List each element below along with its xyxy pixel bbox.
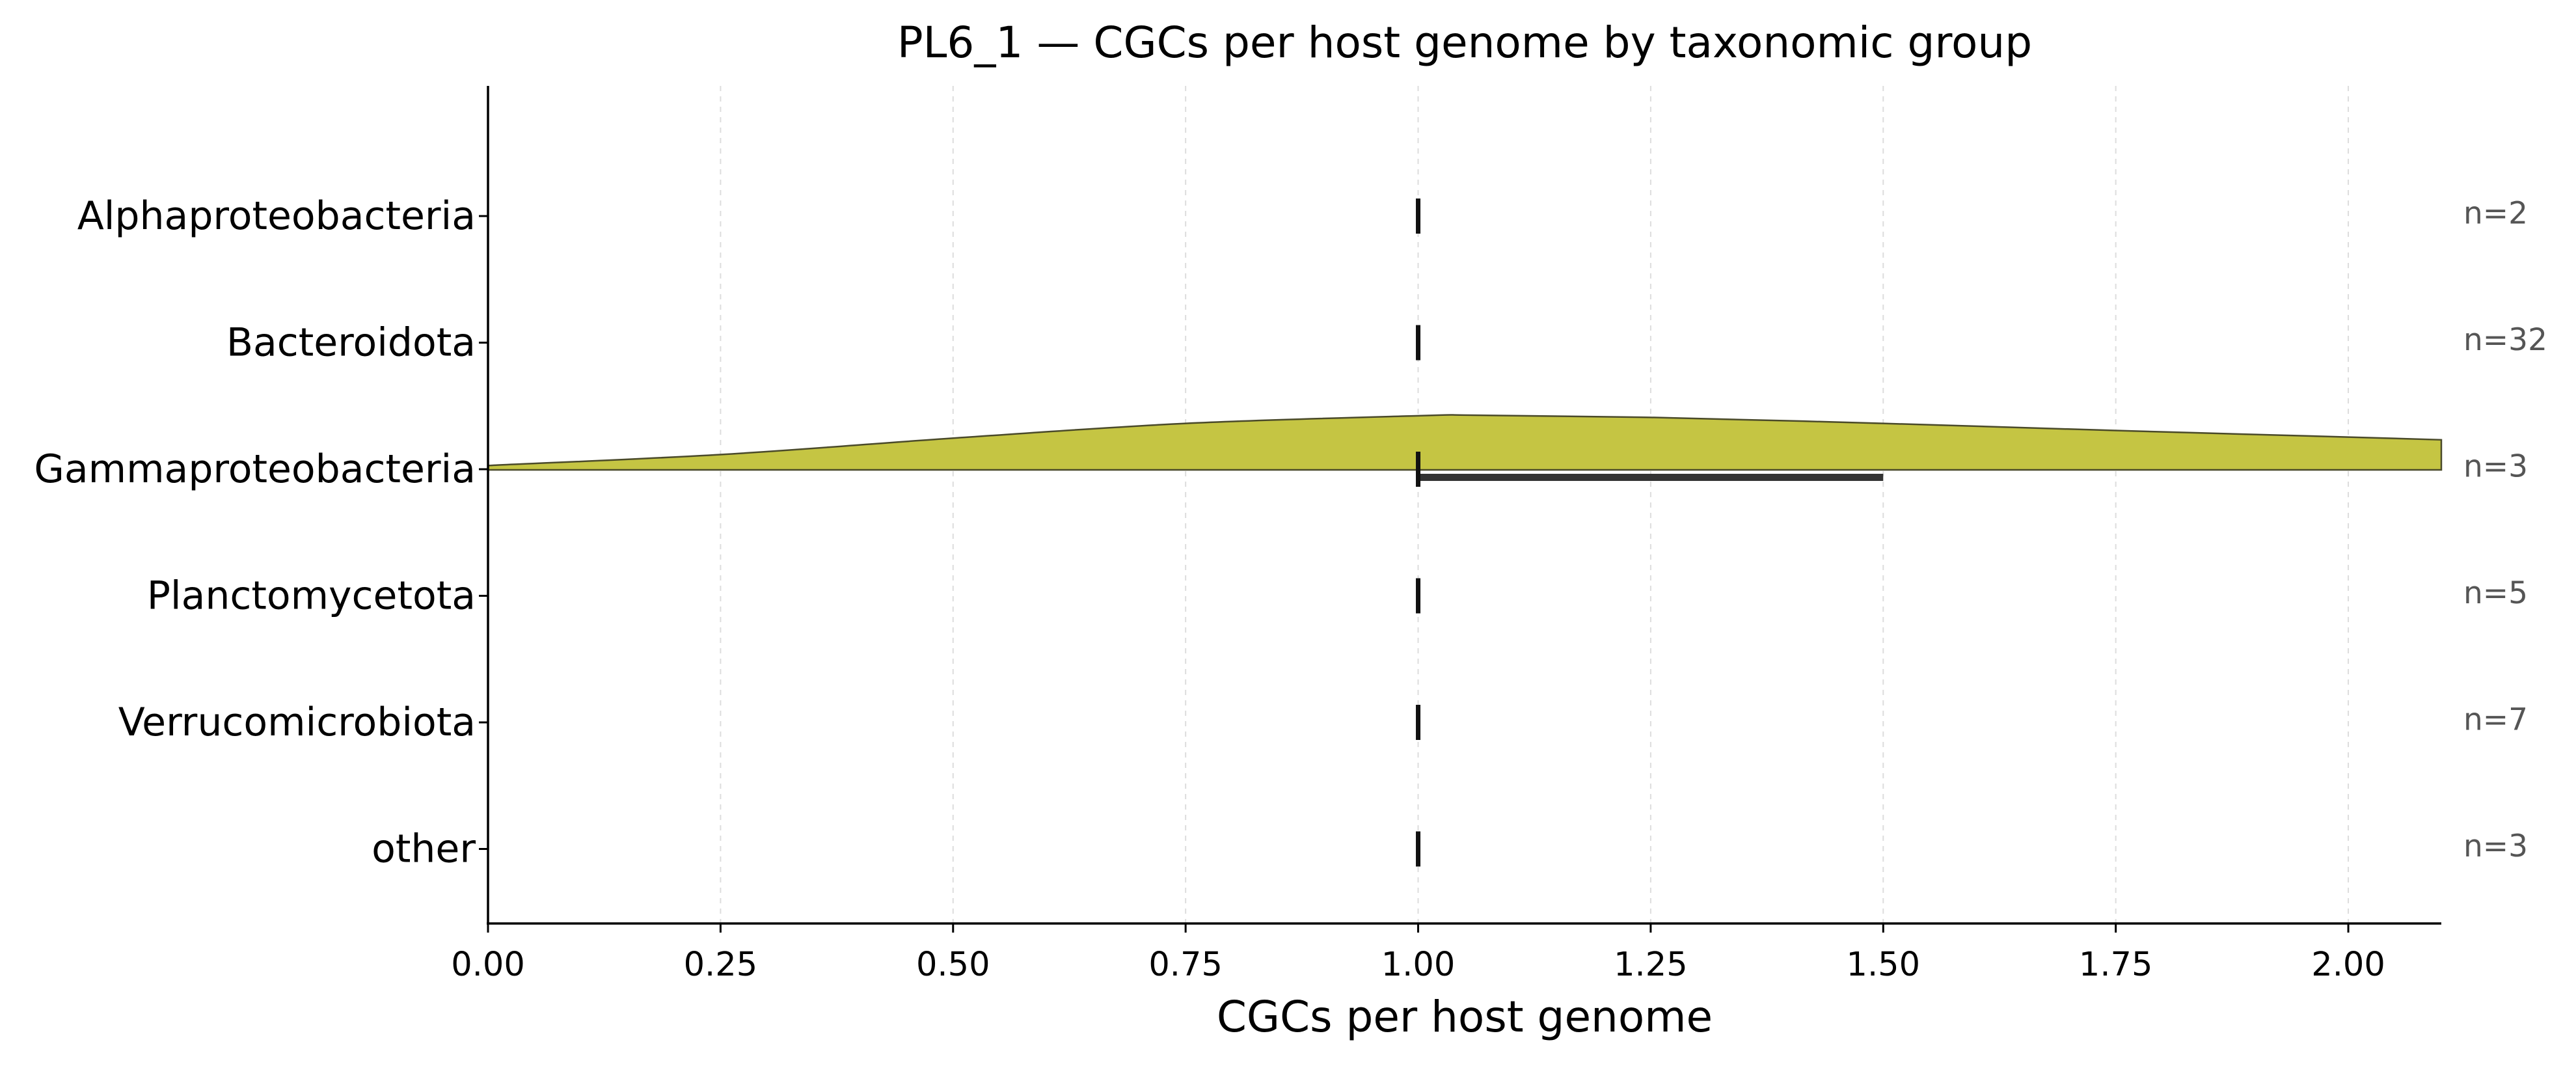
category-labels: Alphaproteobacteria Bacteroidota Gammaprot… xyxy=(34,193,488,872)
iqr-bar-gammaproteobacteria xyxy=(1418,474,1884,481)
iqr-bars xyxy=(1418,474,1884,481)
count-label-other: n=3 xyxy=(2463,828,2528,864)
category-label-other: other xyxy=(372,827,476,872)
x-tick-label: 1.75 xyxy=(2079,946,2153,984)
category-label-planctomycetota: Planctomycetota xyxy=(147,573,476,619)
category-label-bacteroidota: Bacteroidota xyxy=(226,320,476,366)
violins xyxy=(487,414,2443,471)
count-label-bacteroidota: n=32 xyxy=(2463,322,2547,358)
x-tick-label: 1.25 xyxy=(1614,946,1688,984)
x-tick-label: 1.50 xyxy=(1847,946,1921,984)
x-tick-label: 0.75 xyxy=(1148,946,1223,984)
violin-gammaproteobacteria xyxy=(487,414,2443,471)
category-label-verrucomicrobiota: Verrucomicrobiota xyxy=(118,700,476,745)
count-label-gammaproteobacteria: n=3 xyxy=(2463,449,2528,485)
category-label-alphaproteobacteria: Alphaproteobacteria xyxy=(77,193,476,239)
category-label-gammaproteobacteria: Gammaproteobacteria xyxy=(34,446,476,492)
count-labels: n=2 n=32 n=3 n=5 n=7 n=3 xyxy=(2463,196,2547,865)
count-label-alphaproteobacteria: n=2 xyxy=(2463,196,2528,232)
x-tick-label: 2.00 xyxy=(2311,946,2385,984)
count-label-planctomycetota: n=5 xyxy=(2463,575,2528,611)
x-tick-label: 0.25 xyxy=(684,946,758,984)
x-tick-label: 1.00 xyxy=(1381,946,1456,984)
grid-lines xyxy=(720,86,2350,923)
x-ticks: 0.00 0.25 0.50 0.75 1.00 1.25 1.50 1.75 2.00 xyxy=(451,923,2385,984)
x-tick-label: 0.50 xyxy=(916,946,990,984)
x-tick-label: 0.00 xyxy=(451,946,525,984)
count-label-verrucomicrobiota: n=7 xyxy=(2463,702,2528,738)
x-axis-title: CGCs per host genome xyxy=(1217,992,1713,1042)
chart-title: PL6_1 — CGCs per host genome by taxonomi… xyxy=(897,18,2032,68)
